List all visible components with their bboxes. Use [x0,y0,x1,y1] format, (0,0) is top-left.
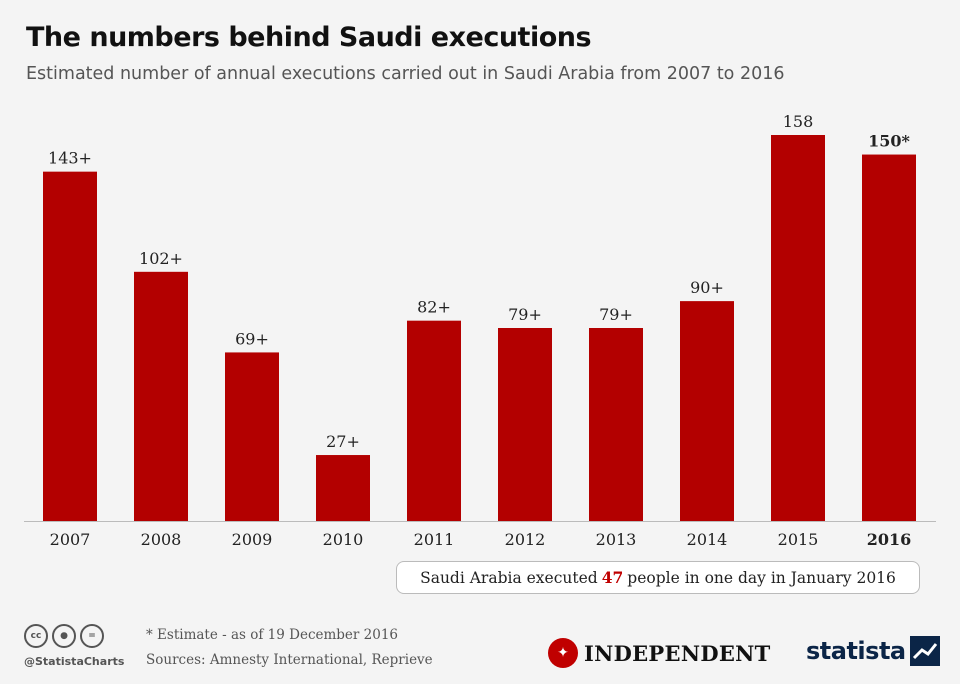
callout-box: Saudi Arabia executed 47 people in one d… [396,561,920,594]
independent-logo: ✦ INDEPENDENT [548,638,771,668]
data-label-2007: 143+ [48,149,92,168]
x-tick-2008: 2008 [141,530,182,549]
callout-text-before: Saudi Arabia executed [420,568,598,587]
data-label-2009: 69+ [235,329,269,348]
creative-commons-icons: cc ● = [24,624,104,648]
bar-2012 [498,328,552,521]
x-tick-2013: 2013 [596,530,637,549]
cc-icon: cc [24,624,48,648]
bar-2010 [316,455,370,521]
twitter-handle: @StatistaCharts [24,655,125,668]
x-tick-2014: 2014 [687,530,728,549]
bar-2009 [225,352,279,521]
statista-logo: statista [806,636,940,666]
data-label-2014: 90+ [690,278,724,297]
bar-2016 [862,154,916,521]
bar-2008 [134,271,188,521]
bar-2013 [589,328,643,521]
x-tick-2010: 2010 [323,530,364,549]
chart-subtitle: Estimated number of annual executions ca… [26,64,785,84]
x-tick-2016: 2016 [867,530,912,549]
footnote: * Estimate - as of 19 December 2016 [146,627,399,643]
data-label-2015: 158 [783,112,814,131]
statista-mark-icon [909,636,940,666]
chart-title: The numbers behind Saudi executions [26,22,592,53]
bar-2007 [43,171,97,521]
x-tick-2015: 2015 [778,530,819,549]
data-label-2013: 79+ [599,305,633,324]
x-tick-2011: 2011 [414,530,455,549]
x-tick-2007: 2007 [50,530,91,549]
statista-wordmark: statista [806,637,906,665]
bar-chart: 143+ 2007 102+ 2008 69+ 2009 27+ 2010 82+ 2011 79+… [24,112,936,549]
data-label-2010: 27+ [326,432,360,451]
x-tick-2009: 2009 [232,530,273,549]
bar-2015 [771,135,825,521]
independent-wordmark: INDEPENDENT [584,640,771,666]
data-label-2008: 102+ [139,249,183,268]
callout-text-after: people in one day in January 2016 [627,568,896,587]
source-note: Sources: Amnesty International, Reprieve [146,652,433,668]
data-label-2011: 82+ [417,298,451,317]
data-label-2016: 150* [868,132,910,151]
eagle-icon: ✦ [548,638,578,668]
by-icon: ● [52,624,76,648]
data-label-2012: 79+ [508,305,542,324]
callout-number: 47 [601,568,624,587]
nd-icon: = [80,624,104,648]
bar-2011 [407,320,461,521]
x-tick-2012: 2012 [505,530,546,549]
bar-2014 [680,301,734,521]
